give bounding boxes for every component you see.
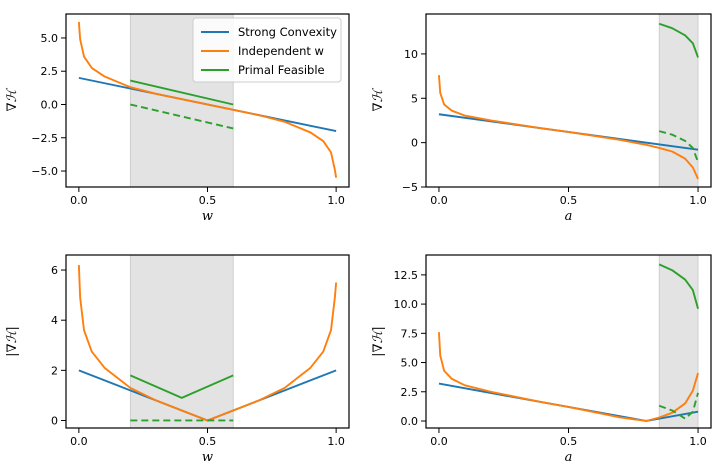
series-line-primal xyxy=(129,374,234,399)
series-group xyxy=(77,21,338,178)
x-tick-label: 1.0 xyxy=(327,194,345,207)
chart-top-right: 0.0 0.5 1.0 −5 0 5 10 a ∇ℋ xyxy=(371,13,712,224)
chart-bottom-right: 0.0 0.5 1.0 0.0 2.5 5.0 7.5 10.0 12.5 a |∇ℋ| xyxy=(371,254,712,465)
y-tick-label: 0 xyxy=(51,414,58,427)
legend-label-independent: Independent w xyxy=(238,44,324,58)
series-line-primal-dashed xyxy=(658,130,699,163)
y-tick-label: −5 xyxy=(402,181,418,194)
legend-label-strong: Strong Convexity xyxy=(238,25,337,39)
y-tick-label: 4 xyxy=(51,314,58,327)
y-tick-label: 2 xyxy=(51,364,58,377)
y-tick-label: −5.0 xyxy=(31,165,58,178)
series-line-primal xyxy=(658,22,699,58)
y-tick-label: 6 xyxy=(51,264,58,277)
y-tick-label: 5 xyxy=(411,92,418,105)
y-tick-label: 10 xyxy=(404,48,418,61)
x-tick-label: 0.5 xyxy=(560,194,578,207)
legend-label-primal: Primal Feasible xyxy=(238,63,325,77)
series-line-primal xyxy=(130,79,234,106)
legend-box xyxy=(192,17,342,83)
x-tick-label: 0.0 xyxy=(70,194,88,207)
shaded-region xyxy=(658,254,699,429)
x-tick-label: 0.5 xyxy=(560,435,578,448)
chart-bottom-left: 0.0 0.5 1.0 0 2 4 6 w |∇ℋ| xyxy=(5,254,350,465)
x-tick-label: 0.0 xyxy=(430,194,448,207)
series-group xyxy=(77,264,338,422)
y-tick-label: 2.5 xyxy=(401,386,419,399)
y-tick-label: 10.0 xyxy=(394,298,419,311)
chart-top-left: 0.0 0.5 1.0 −5.0 −2.5 0.0 2.5 5.0 w ∇ℋ Strong Conv… xyxy=(5,13,350,224)
legend: Strong Convexity Independent w Primal Feas… xyxy=(192,17,342,83)
series-line-primal-dashed xyxy=(130,103,234,130)
y-tick-label: 5.0 xyxy=(401,357,419,370)
y-axis-label: |∇ℋ| xyxy=(371,326,386,357)
x-tick-label: 0.0 xyxy=(430,435,448,448)
x-tick-label: 0.5 xyxy=(199,435,217,448)
x-axis-label: w xyxy=(202,450,213,465)
series-line-independent xyxy=(438,332,699,422)
x-axis-label: a xyxy=(565,209,573,224)
series-line-primal xyxy=(658,263,699,310)
y-axis-label: ∇ℋ xyxy=(371,87,386,111)
x-tick-label: 0.0 xyxy=(70,435,88,448)
y-tick-label: 0 xyxy=(411,137,418,150)
series-line-primal-dashed xyxy=(658,392,699,420)
x-tick-label: 1.0 xyxy=(327,435,345,448)
shaded-region xyxy=(658,13,699,188)
y-tick-label: 12.5 xyxy=(394,269,419,282)
y-tick-label: 2.5 xyxy=(41,65,59,78)
series-line-independent xyxy=(438,75,699,180)
y-tick-label: 5.0 xyxy=(41,32,59,45)
y-axis-label: |∇ℋ| xyxy=(5,326,20,357)
x-tick-label: 0.5 xyxy=(199,194,217,207)
shaded-region xyxy=(129,254,234,429)
y-tick-label: 7.5 xyxy=(401,327,419,340)
x-tick-label: 1.0 xyxy=(689,435,707,448)
y-tick-label: 0.0 xyxy=(41,98,59,111)
y-tick-label: 0.0 xyxy=(401,415,419,428)
series-line-independent xyxy=(77,21,338,178)
x-axis-label: w xyxy=(202,209,213,224)
series-group xyxy=(438,263,699,422)
y-tick-label: −2.5 xyxy=(31,132,58,145)
x-axis-label: a xyxy=(565,450,573,465)
series-group xyxy=(438,22,699,180)
y-axis-label: ∇ℋ xyxy=(5,87,20,111)
x-tick-label: 1.0 xyxy=(689,194,707,207)
